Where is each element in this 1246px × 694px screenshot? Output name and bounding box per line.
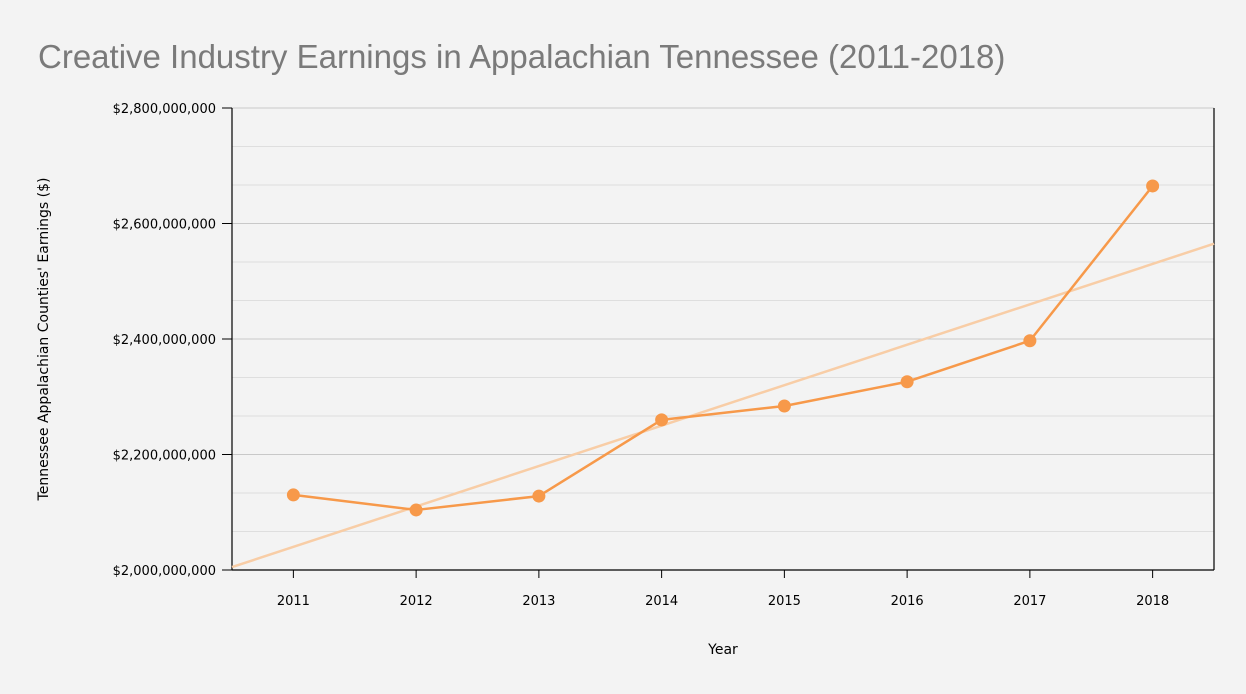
data-point — [1023, 334, 1037, 348]
y-tick-label: $2,400,000,000 — [113, 333, 216, 348]
data-point — [1146, 179, 1160, 193]
data-point — [777, 399, 791, 413]
axes — [222, 107, 1215, 578]
trendline-group — [231, 242, 1215, 569]
series-group — [286, 179, 1160, 517]
series-line — [293, 185, 1154, 512]
data-point — [409, 503, 423, 517]
x-tick-label: 2017 — [1013, 594, 1046, 609]
y-tick-label: $2,200,000,000 — [113, 449, 216, 464]
data-point — [532, 489, 546, 503]
grid-lines — [232, 107, 1214, 532]
x-tick-label: 2012 — [400, 594, 433, 609]
data-point — [655, 413, 669, 427]
y-tick-label: $2,800,000,000 — [113, 102, 216, 117]
y-tick-label: $2,600,000,000 — [113, 218, 216, 233]
x-tick-label: 2018 — [1136, 594, 1169, 609]
data-point — [900, 375, 914, 389]
x-axis-title: Year — [707, 642, 738, 658]
x-tick-label: 2013 — [522, 594, 555, 609]
trendline — [231, 242, 1215, 569]
data-point — [286, 488, 300, 502]
x-tick-label: 2011 — [277, 594, 310, 609]
x-tick-label: 2016 — [891, 594, 924, 609]
x-tick-label: 2015 — [768, 594, 801, 609]
x-tick-label: 2014 — [645, 594, 678, 609]
tick-labels: $2,000,000,000 $2,200,000,000 $2,400,000,0… — [113, 102, 1170, 609]
y-axis-title: Tennessee Appalachian Counties' Earnings… — [36, 178, 52, 502]
chart-title: Creative Industry Earnings in Appalachia… — [38, 38, 1006, 75]
y-tick-label: $2,000,000,000 — [113, 564, 216, 579]
